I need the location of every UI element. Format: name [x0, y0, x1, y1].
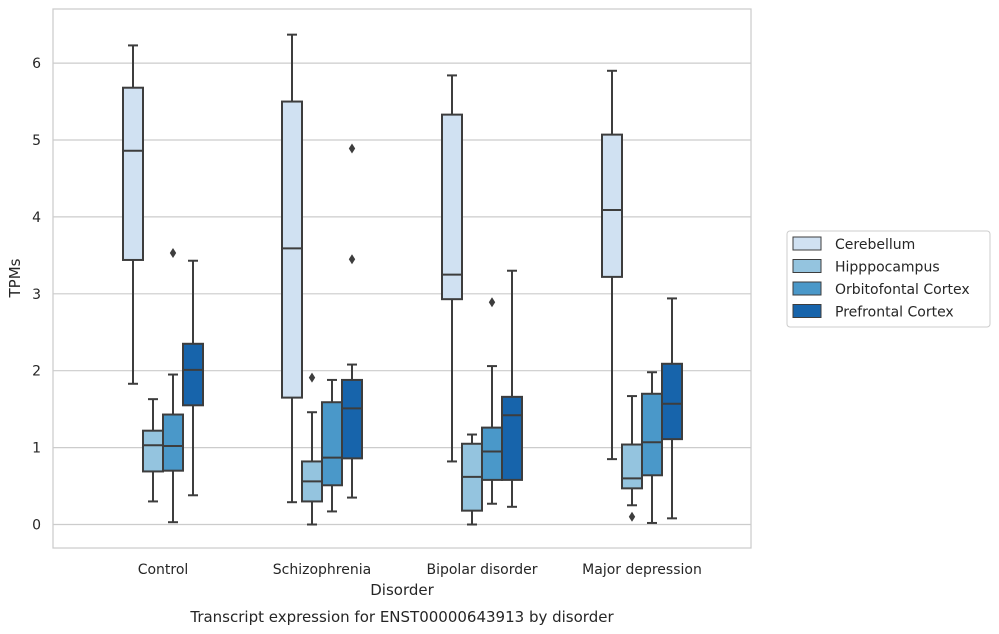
box-cerebellum: [122, 44, 144, 385]
iqr-box: [621, 443, 643, 490]
box-hipppocampus: [621, 395, 643, 522]
legend-swatch: [792, 304, 822, 318]
box-cerebellum: [601, 69, 623, 461]
iqr-box: [481, 426, 503, 481]
box-orbitofontal-cortex: [481, 297, 503, 505]
iqr-box: [661, 362, 683, 441]
chart-caption: Transcript expression for ENST0000064391…: [189, 608, 614, 626]
y-tick-labels: 0 1 2 3 4 5 6: [32, 56, 41, 533]
box-prefrontal-cortex: [501, 269, 523, 508]
y-tick-label: 1: [32, 441, 41, 457]
legend-items: Cerebellum Hipppocampus Orbitofontal Corte…: [792, 236, 970, 321]
legend: Cerebellum Hipppocampus Orbitofontal Corte…: [786, 230, 991, 328]
iqr-box: [281, 100, 303, 399]
box-orbitofontal-cortex: [162, 248, 184, 524]
x-tick-label: Bipolar disorder: [426, 562, 537, 578]
legend-label: Hipppocampus: [835, 260, 940, 276]
iqr-box: [142, 429, 164, 473]
outlier-point: [308, 372, 316, 383]
y-tick-label: 4: [32, 210, 41, 226]
iqr-box: [441, 113, 463, 301]
legend-swatch: [792, 259, 822, 273]
x-tick-label: Schizophrenia: [273, 562, 371, 578]
iqr-box: [501, 395, 523, 481]
legend-swatch: [792, 236, 822, 251]
x-tick-labels: Control Schizophrenia Bipolar disorder Majo…: [138, 562, 702, 578]
legend-swatch: [792, 281, 822, 296]
y-tick-label: 0: [32, 518, 41, 534]
legend-label: Orbitofontal Cortex: [835, 282, 970, 298]
iqr-box: [321, 401, 343, 487]
legend-frame: [786, 230, 991, 328]
box-prefrontal-cortex: [182, 259, 204, 497]
iqr-box: [641, 392, 663, 477]
x-axis-title: Disorder: [370, 581, 434, 599]
box-orbitofontal-cortex: [321, 378, 343, 513]
outlier-point: [169, 248, 177, 259]
y-tick-label: 2: [32, 364, 41, 380]
box-cerebellum: [441, 74, 463, 463]
x-tick-label: Control: [138, 562, 189, 578]
iqr-box: [162, 413, 184, 472]
outlier-point: [628, 511, 636, 522]
box-prefrontal-cortex: [341, 143, 363, 499]
iqr-box: [122, 86, 144, 261]
box-prefrontal-cortex: [661, 297, 683, 520]
y-tick-label: 6: [32, 56, 41, 72]
boxes: [122, 33, 683, 526]
x-tick-label: Major depression: [582, 562, 702, 578]
iqr-box: [182, 342, 204, 407]
y-axis-title: TPMs: [6, 258, 24, 298]
box-hipppocampus: [461, 433, 483, 526]
outlier-point: [348, 143, 356, 154]
iqr-box: [601, 133, 623, 278]
outlier-point: [348, 254, 356, 265]
legend-label: Prefrontal Cortex: [835, 305, 954, 321]
outlier-point: [488, 297, 496, 308]
legend-label: Cerebellum: [835, 237, 915, 253]
box-cerebellum: [281, 33, 303, 504]
y-tick-label: 5: [32, 133, 41, 149]
y-tick-label: 3: [32, 287, 41, 303]
iqr-box: [341, 378, 363, 460]
